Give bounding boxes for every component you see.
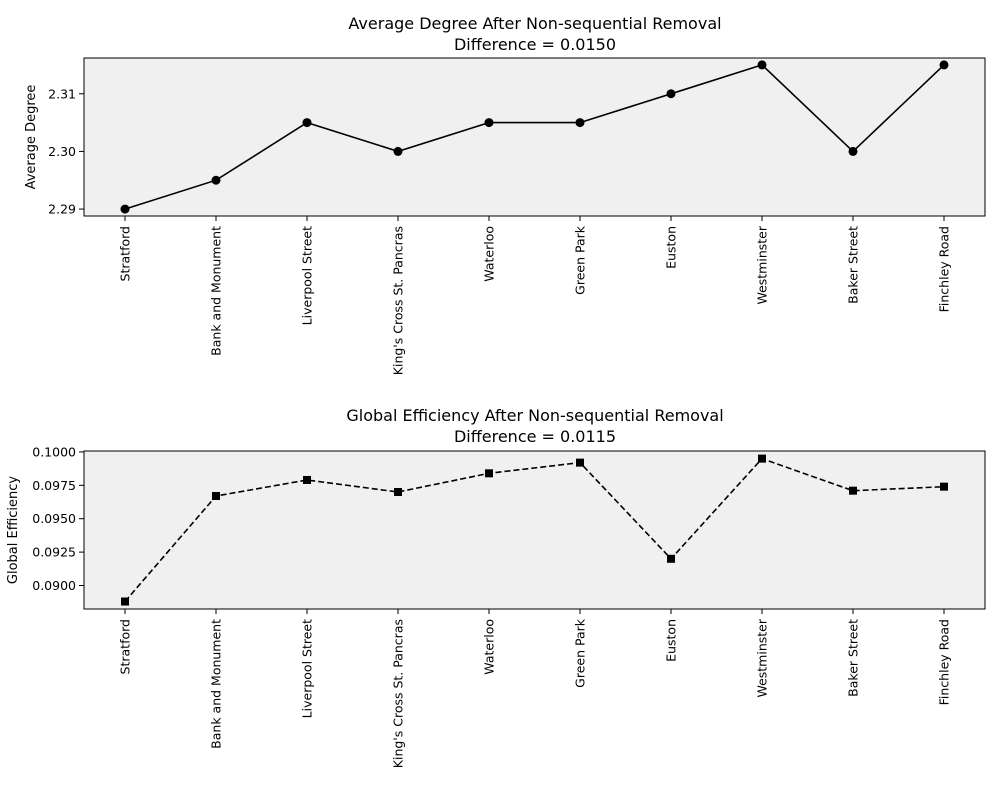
chart-global-efficiency: Global Efficiency After Non-sequential R…	[6, 406, 986, 768]
chart-1-y-ticks: 2.29 2.30 2.31	[48, 86, 84, 217]
data-point	[121, 597, 129, 606]
y-tick-label: 0.0900	[32, 578, 76, 593]
x-tick-label: Baker Street	[846, 619, 861, 697]
data-point	[485, 469, 493, 478]
chart-2-x-ticks: Stratford Bank and Monument Liverpool Stre…	[118, 609, 952, 768]
x-tick-label: Finchley Road	[937, 619, 952, 705]
chart-1-series	[120, 60, 949, 214]
x-tick-label: Baker Street	[846, 226, 861, 304]
data-point	[848, 146, 858, 156]
x-tick-label: Liverpool Street	[300, 226, 315, 325]
x-tick-label: Euston	[664, 226, 679, 269]
data-point	[120, 204, 130, 214]
chart-1-y-axis-label: Average Degree	[24, 85, 39, 190]
data-point	[484, 118, 494, 128]
data-point	[576, 458, 584, 467]
x-tick-label: Finchley Road	[937, 226, 952, 312]
y-tick-label: 2.31	[48, 86, 76, 101]
data-point	[393, 146, 403, 156]
series-line	[124, 457, 945, 603]
data-point	[666, 89, 676, 99]
data-point	[302, 118, 312, 128]
y-tick-label: 0.1000	[32, 444, 76, 459]
x-tick-label: King's Cross St. Pancras	[391, 226, 406, 375]
x-tick-label: Bank and Monument	[209, 619, 224, 749]
chart-2-series	[121, 454, 948, 606]
data-point	[394, 488, 402, 497]
chart-average-degree: Average Degree After Non-sequential Remo…	[24, 14, 986, 375]
x-tick-label: Stratford	[118, 619, 133, 674]
chart-1-plot-area	[83, 57, 986, 217]
x-tick-label: Green Park	[573, 618, 588, 688]
data-point	[303, 475, 311, 484]
data-point	[758, 454, 766, 463]
x-tick-label: King's Cross St. Pancras	[391, 619, 406, 768]
x-tick-label: Stratford	[118, 226, 133, 281]
data-point	[940, 482, 948, 491]
chart-2-subtitle: Difference = 0.0115	[454, 427, 616, 446]
x-tick-label: Waterloo	[482, 619, 497, 675]
data-point	[211, 175, 221, 185]
chart-2-title: Global Efficiency After Non-sequential R…	[346, 406, 723, 425]
y-tick-label: 0.0950	[32, 511, 76, 526]
data-point	[849, 486, 857, 495]
data-point	[757, 60, 767, 70]
chart-2-y-axis-label: Global Efficiency	[6, 476, 21, 585]
x-tick-label: Bank and Monument	[209, 226, 224, 356]
y-tick-label: 2.29	[48, 202, 76, 217]
data-point	[667, 554, 675, 563]
x-tick-label: Westminster	[755, 618, 770, 697]
y-tick-label: 2.30	[48, 144, 76, 159]
chart-2-y-ticks: 0.0900 0.0925 0.0950 0.0975 0.1000	[32, 444, 84, 593]
x-tick-label: Westminster	[755, 225, 770, 304]
data-point	[939, 60, 949, 70]
chart-1-title: Average Degree After Non-sequential Remo…	[348, 14, 721, 33]
series-line	[124, 63, 945, 210]
chart-1-subtitle: Difference = 0.0150	[454, 35, 616, 54]
x-tick-label: Waterloo	[482, 226, 497, 282]
data-point	[212, 492, 220, 501]
y-tick-label: 0.0975	[32, 478, 76, 493]
x-tick-label: Euston	[664, 619, 679, 662]
chart-1-x-ticks: Stratford Bank and Monument Liverpool Stre…	[118, 216, 952, 375]
chart-2-plot-area	[83, 450, 986, 610]
y-tick-label: 0.0925	[32, 545, 76, 560]
x-tick-label: Liverpool Street	[300, 619, 315, 718]
x-tick-label: Green Park	[573, 225, 588, 295]
data-point	[575, 118, 585, 128]
